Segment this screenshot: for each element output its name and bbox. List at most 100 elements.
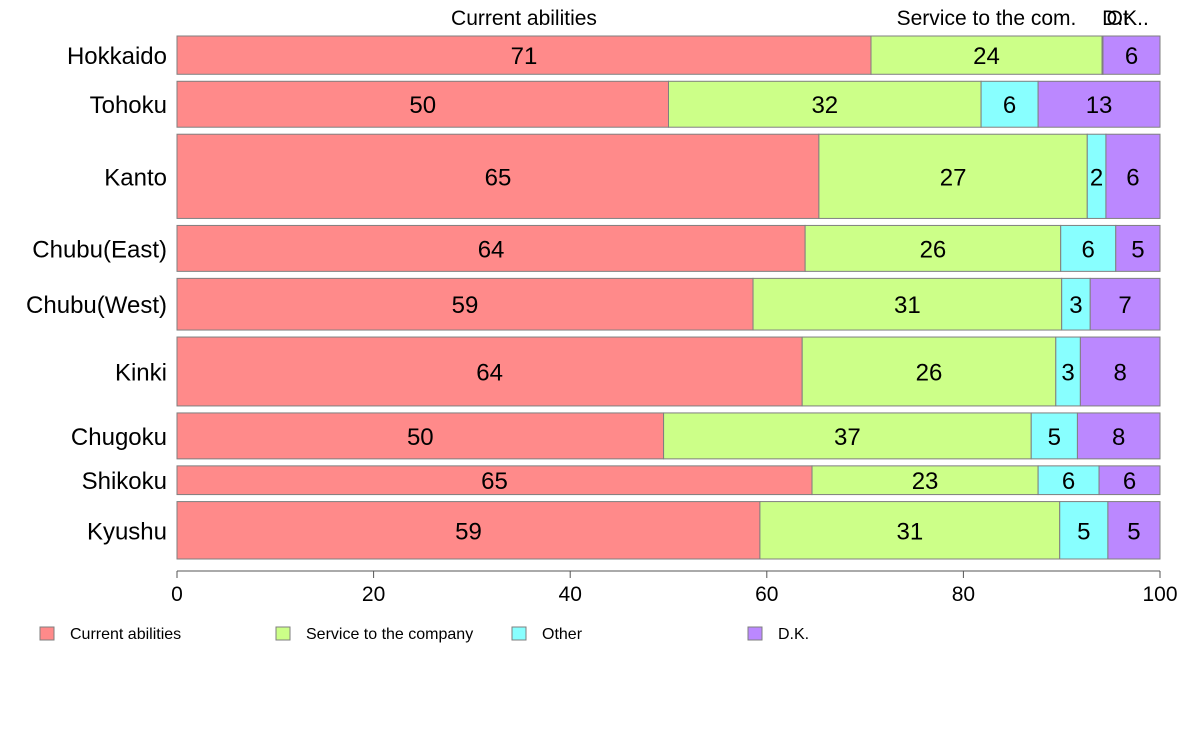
bar-chubu-east-current-abilities [176,224,806,272]
top-series-labels: Current abilities Service to the com. OtD.… [451,7,1149,30]
data-label-kanto-current-abilities: 65 [485,164,512,191]
data-label-chubu-east-other: 6 [1082,236,1095,263]
category-label-kanto: Kanto [104,164,167,191]
data-label-chubu-west-service-to-the-company: 31 [894,292,921,319]
data-label-hokkaido-d-k: 6 [1125,43,1138,70]
data-label-tohoku-service-to-the-company: 32 [811,92,838,119]
bar-row-shikoku: 65 23 6 6 [176,465,1161,496]
x-tick-label-20: 20 [362,583,385,606]
bar-shikoku-d-k [1098,465,1161,496]
bar-row-chubu-east: 64 26 6 5 [176,224,1161,272]
x-tick-label-100: 100 [1142,583,1177,606]
data-label-hokkaido-service-to-the-company: 24 [973,43,1000,70]
legend-item-other: Other [511,626,583,643]
data-label-chugoku-other: 5 [1048,424,1061,451]
bar-kanto-current-abilities [176,133,820,219]
x-tick-label-60: 60 [755,583,778,606]
data-label-kinki-d-k: 8 [1114,359,1127,386]
legend-label-other: Other [542,626,583,643]
legend-item-d-k: D.K. [747,626,809,643]
bar-chubu-east-d-k [1115,224,1161,272]
data-label-shikoku-d-k: 6 [1123,468,1136,495]
bar-row-kanto: 65 27 2 6 [176,133,1161,219]
bar-chubu-west-other [1061,277,1091,331]
bar-chubu-east-service-to-the-company [804,224,1062,272]
bar-hokkaido-d-k [1102,35,1161,75]
data-label-kyushu-current-abilities: 59 [455,518,482,545]
top-label-ot: Ot [1107,7,1129,30]
data-label-kanto-service-to-the-company: 27 [940,164,967,191]
data-label-chugoku-d-k: 8 [1112,424,1125,451]
data-label-chubu-west-current-abilities: 59 [452,292,479,319]
x-tick-label-0: 0 [171,583,183,606]
top-label-service-to-the-com: Service to the com. [897,7,1077,30]
bar-row-hokkaido: 71 24 6 [176,35,1161,75]
legend-item-current-abilities: Current abilities [39,626,181,643]
category-label-chubu-east: Chubu(East) [32,236,167,263]
data-label-kinki-other: 3 [1061,359,1074,386]
x-tick-label-80: 80 [952,583,975,606]
data-label-chubu-east-d-k: 5 [1131,236,1144,263]
bar-chugoku-current-abilities [176,412,665,460]
category-label-kyushu: Kyushu [87,518,167,545]
bar-shikoku-current-abilities [176,465,813,496]
data-label-kyushu-service-to-the-company: 31 [896,518,923,545]
bar-kyushu-service-to-the-company [759,501,1061,560]
data-label-kyushu-other: 5 [1077,518,1090,545]
data-label-chubu-east-current-abilities: 64 [478,236,505,263]
data-label-chubu-east-service-to-the-company: 26 [920,236,947,263]
x-tick-label-40: 40 [559,583,582,606]
data-label-chugoku-current-abilities: 50 [407,424,434,451]
x-axis: 0 20 40 60 80 100 [171,570,1178,606]
bar-chubu-west-current-abilities [176,277,754,331]
data-label-kinki-current-abilities: 64 [476,359,503,386]
category-label-chubu-west: Chubu(West) [26,292,167,319]
legend-swatch-other [511,626,527,641]
bar-kanto-d-k [1105,133,1161,219]
bar-kyushu-other [1059,501,1109,560]
data-label-kanto-d-k: 6 [1126,164,1139,191]
data-label-tohoku-other: 6 [1003,92,1016,119]
category-label-shikoku: Shikoku [82,468,167,495]
bar-kinki-current-abilities [176,336,803,407]
bar-kyushu-d-k [1107,501,1161,560]
bar-chugoku-d-k [1076,412,1161,460]
legend-swatch-service-to-the-company [275,626,291,641]
category-label-kinki: Kinki [115,359,167,386]
bar-row-chugoku: 50 37 5 8 [176,412,1161,460]
bar-row-kyushu: 59 31 5 5 [176,501,1161,560]
bar-kanto-service-to-the-company [818,133,1088,219]
data-label-chugoku-service-to-the-company: 37 [834,424,861,451]
legend-swatch-d-k [747,626,763,641]
bar-shikoku-other [1037,465,1100,496]
bar-row-kinki: 64 26 3 8 [176,336,1161,407]
bar-chugoku-service-to-the-company [663,412,1032,460]
data-label-shikoku-service-to-the-company: 23 [912,468,939,495]
bar-chubu-west-d-k [1089,277,1161,331]
bar-chubu-west-service-to-the-company [752,277,1063,331]
legend-swatch-current-abilities [39,626,55,641]
bar-shikoku-service-to-the-company [811,465,1039,496]
data-label-kinki-service-to-the-company: 26 [916,359,943,386]
data-label-tohoku-d-k: 13 [1086,92,1113,119]
legend: Current abilities Service to the company O… [39,626,809,643]
data-label-chubu-west-d-k: 7 [1118,292,1131,319]
bar-tohoku-d-k [1037,80,1161,128]
bar-row-chubu-west: 59 31 3 7 [176,277,1161,331]
legend-item-service-to-the-company: Service to the company [275,626,473,643]
legend-label-service-to-the-company: Service to the company [306,626,473,643]
bar-chugoku-other [1030,412,1078,460]
data-label-chubu-west-other: 3 [1069,292,1082,319]
legend-label-d-k: D.K. [778,626,809,643]
bar-kinki-service-to-the-company [801,336,1057,407]
top-label-current-abilities: Current abilities [451,7,597,30]
category-label-hokkaido: Hokkaido [67,43,167,70]
top-label-d-k: D.K.. [1102,7,1149,30]
data-label-hokkaido-current-abilities: 71 [511,43,538,70]
data-label-kyushu-d-k: 5 [1127,518,1140,545]
bar-hokkaido-service-to-the-company [870,35,1103,75]
bar-tohoku-other [980,80,1039,128]
